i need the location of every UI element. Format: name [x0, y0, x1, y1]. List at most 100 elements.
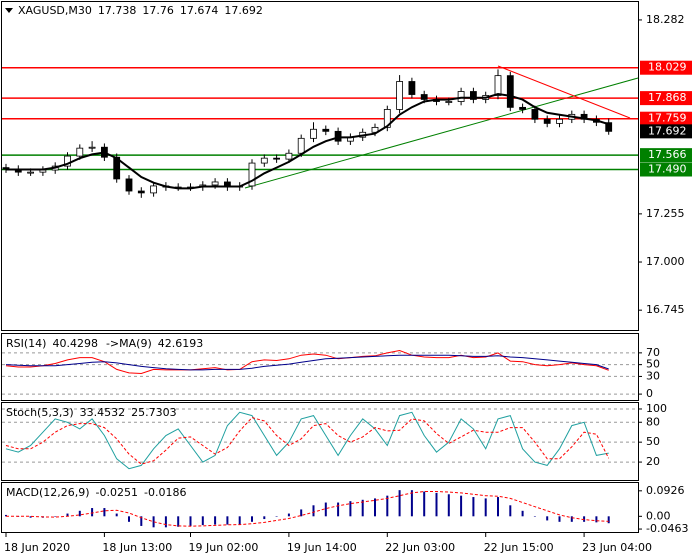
y-tick-label: 100	[646, 402, 667, 415]
indicator-header: RSI(14) 40.4298 ->MA(9) 42.6193	[6, 337, 203, 350]
candle-body	[322, 128, 330, 132]
indicator-line	[5, 349, 609, 375]
y-tick-label: 30	[646, 369, 660, 382]
candle-body	[310, 128, 317, 139]
indicator-header: Stoch(5,3,3) 33.4532 25.7303	[6, 406, 177, 419]
histogram-bar	[521, 510, 524, 517]
y-tick-label: 0.00	[646, 509, 671, 522]
indicator-value: -0.0186	[144, 486, 186, 499]
indicator-name: Stoch(5,3,3)	[6, 406, 74, 419]
candle-body	[211, 181, 219, 186]
price-label-box	[640, 124, 692, 139]
histogram-bar	[214, 516, 217, 525]
candle-body	[408, 81, 416, 95]
level-label-box	[640, 162, 692, 177]
indicator-name: MACD(12,26,9)	[6, 486, 90, 499]
histogram-bar	[607, 516, 610, 524]
rsi-panel	[1, 333, 639, 401]
y-tick-label: 70	[646, 346, 660, 359]
level-label-box	[640, 148, 692, 163]
histogram-bar	[238, 516, 241, 525]
histogram-bar	[558, 516, 561, 522]
indicator-value: 40.4298	[52, 337, 98, 350]
indicator-line	[5, 417, 610, 465]
candle-body	[445, 101, 453, 103]
moving-average	[6, 92, 609, 190]
y-tick-label: 50	[646, 435, 660, 448]
histogram-bar	[398, 490, 401, 517]
level-label-box	[640, 111, 692, 126]
price-label: 17.692	[648, 124, 687, 137]
histogram-bar	[435, 492, 438, 517]
candle-body	[494, 75, 502, 96]
indicator-value: 33.4532	[80, 406, 126, 419]
candle-body	[285, 152, 293, 160]
histogram-bar	[66, 513, 69, 517]
histogram-bar	[251, 516, 253, 522]
candle-body	[88, 146, 96, 149]
histogram-bar	[103, 508, 106, 517]
y-tick-label: 0.0926	[646, 484, 685, 497]
candle-body	[605, 122, 613, 132]
quote-close: 17.692	[224, 4, 263, 17]
candle-body	[76, 147, 84, 157]
candle-body	[420, 94, 428, 100]
histogram-bar	[497, 497, 499, 517]
histogram-bar	[226, 516, 229, 525]
candle-body	[248, 162, 256, 187]
x-tick-label: 19 Jun 02:00	[189, 541, 259, 554]
indicator-line	[5, 354, 609, 371]
candle-body	[383, 109, 391, 128]
y-tick-label: 18.282	[646, 13, 685, 26]
trend-line	[497, 65, 631, 119]
histogram-bar	[152, 516, 155, 528]
x-tick-label: 18 Jun 2020	[4, 541, 70, 554]
histogram-bar	[324, 502, 327, 517]
y-tick-label: 50	[646, 358, 660, 371]
histogram-bar	[164, 516, 167, 528]
level-label: 17.759	[648, 112, 687, 125]
histogram-bar	[460, 495, 463, 517]
x-tick-label: 23 Jun 04:00	[582, 541, 652, 554]
candle-body	[543, 118, 551, 124]
histogram-bar	[423, 491, 426, 517]
indicator-name: ->MA(9)	[106, 337, 152, 350]
menu-icon	[5, 8, 13, 13]
histogram-bar	[583, 516, 586, 522]
histogram-bar	[5, 514, 7, 517]
level-label: 17.566	[648, 148, 687, 161]
candle-body	[457, 91, 465, 102]
candle-body	[531, 109, 539, 120]
candle-body	[297, 137, 305, 154]
candle-body	[273, 157, 281, 160]
quote-open: 17.738	[98, 4, 137, 17]
y-tick-label: -0.0463	[646, 522, 688, 535]
indicator-line	[6, 491, 609, 527]
histogram-bar	[312, 505, 315, 517]
level-label-box	[640, 60, 692, 75]
histogram-bar	[374, 498, 376, 517]
indicator-line	[5, 411, 609, 470]
y-tick-label: 80	[646, 415, 660, 428]
candle-body	[64, 155, 71, 167]
y-tick-label: 16.745	[646, 303, 685, 316]
histogram-bar	[509, 505, 512, 517]
candle-body	[150, 185, 158, 194]
histogram-bar	[570, 516, 573, 522]
histogram-bar	[533, 516, 536, 517]
y-tick-label: 17.255	[646, 207, 685, 220]
histogram-bar	[78, 510, 81, 517]
histogram-bar	[177, 516, 180, 527]
x-tick-label: 22 Jun 03:00	[385, 541, 455, 554]
candle-body	[260, 157, 268, 164]
macd-panel	[1, 482, 639, 533]
y-tick-label: 20	[646, 455, 660, 468]
histogram-bar	[546, 516, 549, 521]
y-tick-label: 0	[646, 387, 653, 400]
histogram-bar	[115, 513, 118, 517]
y-tick-label: 17.000	[646, 255, 685, 268]
level-label-box	[640, 91, 692, 106]
histogram-bar	[361, 499, 364, 517]
